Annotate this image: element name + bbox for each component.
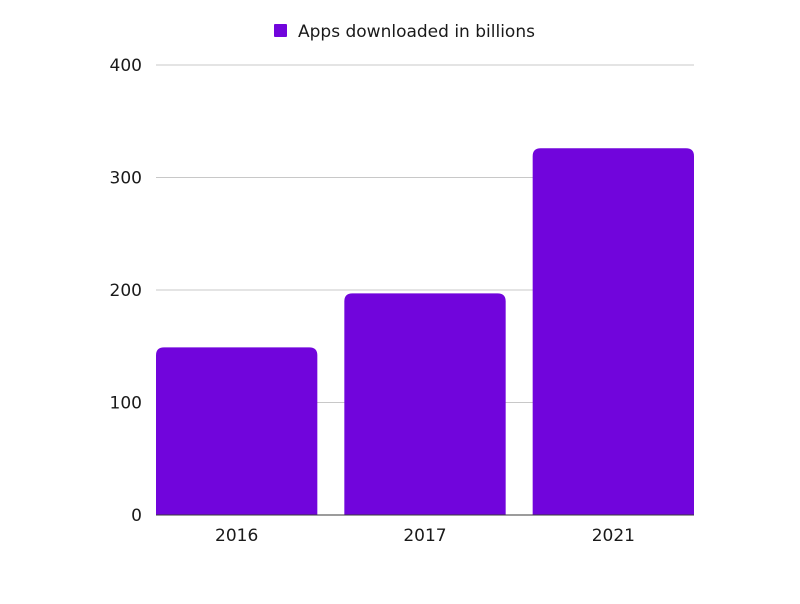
x-axis-tick-labels: 2016 2017 2021 — [215, 526, 635, 546]
legend-swatch — [274, 24, 287, 37]
x-tick-label: 2016 — [215, 526, 258, 546]
y-tick-label: 300 — [110, 169, 142, 189]
x-tick-label: 2021 — [592, 526, 635, 546]
legend: Apps downloaded in billions — [274, 22, 535, 42]
x-tick-label: 2017 — [403, 526, 446, 546]
bar-2017 — [344, 293, 506, 515]
y-tick-label: 200 — [110, 281, 142, 301]
y-tick-label: 0 — [131, 506, 142, 526]
y-tick-label: 100 — [110, 394, 142, 414]
bar-2016 — [156, 347, 318, 515]
y-tick-label: 400 — [110, 56, 142, 76]
bars — [156, 148, 694, 515]
y-axis-tick-labels: 0 100 200 300 400 — [110, 56, 142, 526]
bar-2021 — [532, 148, 694, 515]
legend-label: Apps downloaded in billions — [298, 22, 535, 42]
